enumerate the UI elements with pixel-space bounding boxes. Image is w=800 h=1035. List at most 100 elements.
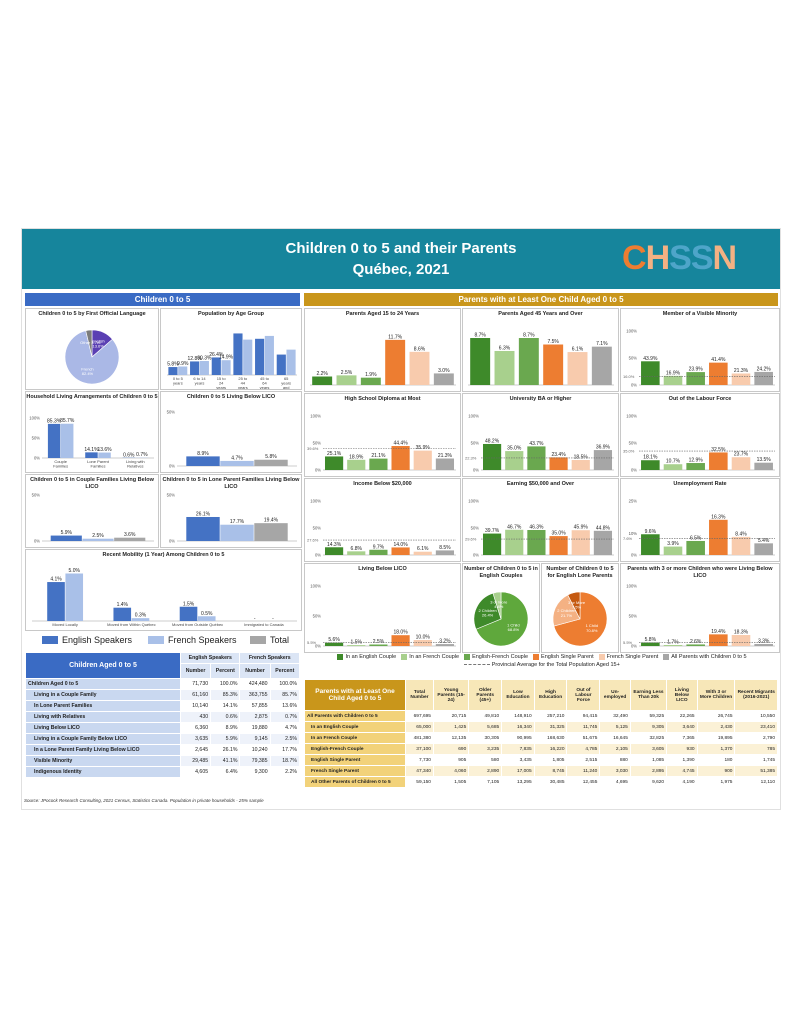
category-label: Relatives bbox=[127, 464, 143, 469]
table-cell: 2,430 bbox=[696, 721, 736, 733]
legend-label: All Parents with Children 0 to 5 bbox=[671, 654, 747, 660]
chart-title: Out of the Labour Force bbox=[668, 396, 732, 402]
chart-university: University BA or Higher 100% 50% 0% 48.2% 35.… bbox=[462, 393, 619, 477]
bar bbox=[324, 642, 344, 646]
bar bbox=[336, 375, 357, 385]
table-cell: 1,085 bbox=[629, 754, 668, 766]
table-row: Visible Minority 29,485 41.1% 79,385 18.7% bbox=[25, 755, 301, 767]
data-label: 21.3% bbox=[438, 453, 453, 459]
legend-label: In an French Couple bbox=[409, 654, 460, 660]
row-label: Visible Minority bbox=[25, 755, 181, 767]
data-label: 21.1% bbox=[371, 453, 386, 459]
tick-label: 100% bbox=[468, 499, 479, 504]
table-cell: 148,910 bbox=[501, 710, 535, 722]
category-label: 15 to bbox=[217, 376, 227, 381]
row-label: English-French Couple bbox=[304, 743, 406, 755]
row-label: In an English Couple bbox=[304, 721, 406, 733]
column-header: Earning Less Than 20k bbox=[629, 679, 668, 711]
bar bbox=[663, 464, 683, 470]
legend-item: All Parents with Children 0 to 5 bbox=[663, 654, 747, 660]
bar bbox=[113, 607, 132, 621]
children-table: Children Aged 0 to 5 English Speakers Fren… bbox=[25, 652, 301, 778]
table-cell: 1,390 bbox=[666, 754, 698, 766]
bar bbox=[264, 335, 274, 375]
table-cell: 37,100 bbox=[405, 743, 434, 755]
slice-label: French bbox=[81, 366, 93, 371]
data-label: 39.7% bbox=[485, 528, 500, 534]
legend-item: English Single Parent bbox=[533, 654, 594, 660]
tick-label: 0% bbox=[34, 456, 40, 461]
provincial-legend-label: Provincial Average for the Total Populat… bbox=[491, 662, 620, 668]
bar bbox=[754, 543, 773, 555]
bar bbox=[482, 443, 502, 470]
data-label: 5.9% bbox=[61, 530, 73, 536]
slice-label: English bbox=[92, 339, 105, 344]
bar bbox=[409, 351, 430, 385]
table-cell: 12,135 bbox=[432, 732, 470, 744]
table-row: In an French Couple 481,380 12,135 30,305 90… bbox=[304, 732, 778, 744]
data-label: 3.2% bbox=[439, 639, 451, 645]
table-cell: 57,855 bbox=[239, 700, 271, 712]
bar bbox=[65, 573, 84, 621]
row-label: All Parents with Children 0 to 5 bbox=[304, 710, 406, 722]
bar bbox=[82, 538, 114, 541]
table-cell: 19,895 bbox=[696, 732, 736, 744]
bar bbox=[686, 372, 705, 385]
bar bbox=[178, 366, 188, 375]
table-cell: 257,210 bbox=[533, 710, 568, 722]
pie-slice bbox=[64, 330, 120, 385]
table-cell: 3,635 bbox=[179, 733, 212, 745]
bar bbox=[186, 516, 220, 541]
tick-label: 50% bbox=[167, 410, 176, 415]
chart-title: Parents Aged 45 Years and Over bbox=[498, 311, 583, 317]
chart-out-labour: Out of the Labour Force 100% 50% 0% 18.1% 10.… bbox=[620, 393, 780, 477]
row-label: Indigenous Identity bbox=[25, 766, 181, 778]
left-legend: English Speakers French Speakers Total bbox=[30, 633, 300, 647]
data-label: 35.0% bbox=[551, 531, 566, 537]
bar bbox=[312, 376, 333, 385]
column-header: Number bbox=[239, 663, 271, 679]
bar bbox=[391, 446, 410, 470]
table-cell: 26,745 bbox=[696, 710, 736, 722]
table-cell: 7,730 bbox=[405, 754, 434, 766]
data-label: 85.3% bbox=[47, 418, 62, 424]
tick-label: 100% bbox=[468, 414, 479, 419]
bar bbox=[435, 644, 455, 646]
table-cell: 6.4% bbox=[210, 766, 241, 778]
legend-swatch bbox=[598, 654, 605, 660]
bar bbox=[254, 459, 288, 466]
data-label: 23.4% bbox=[551, 452, 566, 458]
column-header: Low Education bbox=[501, 679, 535, 711]
data-label: 16.3% bbox=[711, 514, 726, 520]
bar bbox=[243, 339, 253, 375]
bar bbox=[591, 346, 612, 385]
category-label: years bbox=[195, 381, 205, 386]
bar bbox=[549, 536, 568, 555]
data-label: 19.4% bbox=[264, 518, 279, 524]
row-label: English Single Parent bbox=[304, 754, 406, 766]
table-row: English Single Parent 7,730 905 580 3,435 1,8… bbox=[304, 754, 778, 766]
table-cell: 23,410 bbox=[734, 721, 778, 733]
bar bbox=[567, 352, 588, 385]
data-label: 16.9% bbox=[666, 370, 681, 376]
table-cell: 4,695 bbox=[599, 776, 631, 788]
chart-title: Parents Aged 15 to 24 Years bbox=[345, 311, 420, 317]
table-cell: 1,805 bbox=[533, 754, 568, 766]
table-row: Living in a Couple Family Below LICO 3,63… bbox=[25, 733, 301, 745]
bar bbox=[286, 349, 296, 375]
column-header: Older Parents (45+) bbox=[468, 679, 503, 711]
table-cell: 3,605 bbox=[629, 743, 668, 755]
data-label: 18.5% bbox=[574, 455, 589, 461]
table-cell: 19,880 bbox=[239, 722, 271, 734]
table-cell: 8,745 bbox=[533, 765, 568, 777]
data-label: 30.3% bbox=[197, 356, 212, 362]
chart-title: Children 0 to 5 by First Official Langua… bbox=[38, 311, 146, 317]
table-row: Living in a Couple Family 61,160 85.3% 363,… bbox=[25, 689, 301, 701]
table-cell: 16,645 bbox=[599, 732, 631, 744]
bar bbox=[435, 458, 455, 470]
row-label: In an French Couple bbox=[304, 732, 406, 744]
table-cell: 11,240 bbox=[566, 765, 601, 777]
legend-swatch bbox=[42, 636, 58, 644]
bar bbox=[435, 550, 455, 555]
page-title-line1: Children 0 to 5 and their Parents bbox=[285, 240, 517, 257]
